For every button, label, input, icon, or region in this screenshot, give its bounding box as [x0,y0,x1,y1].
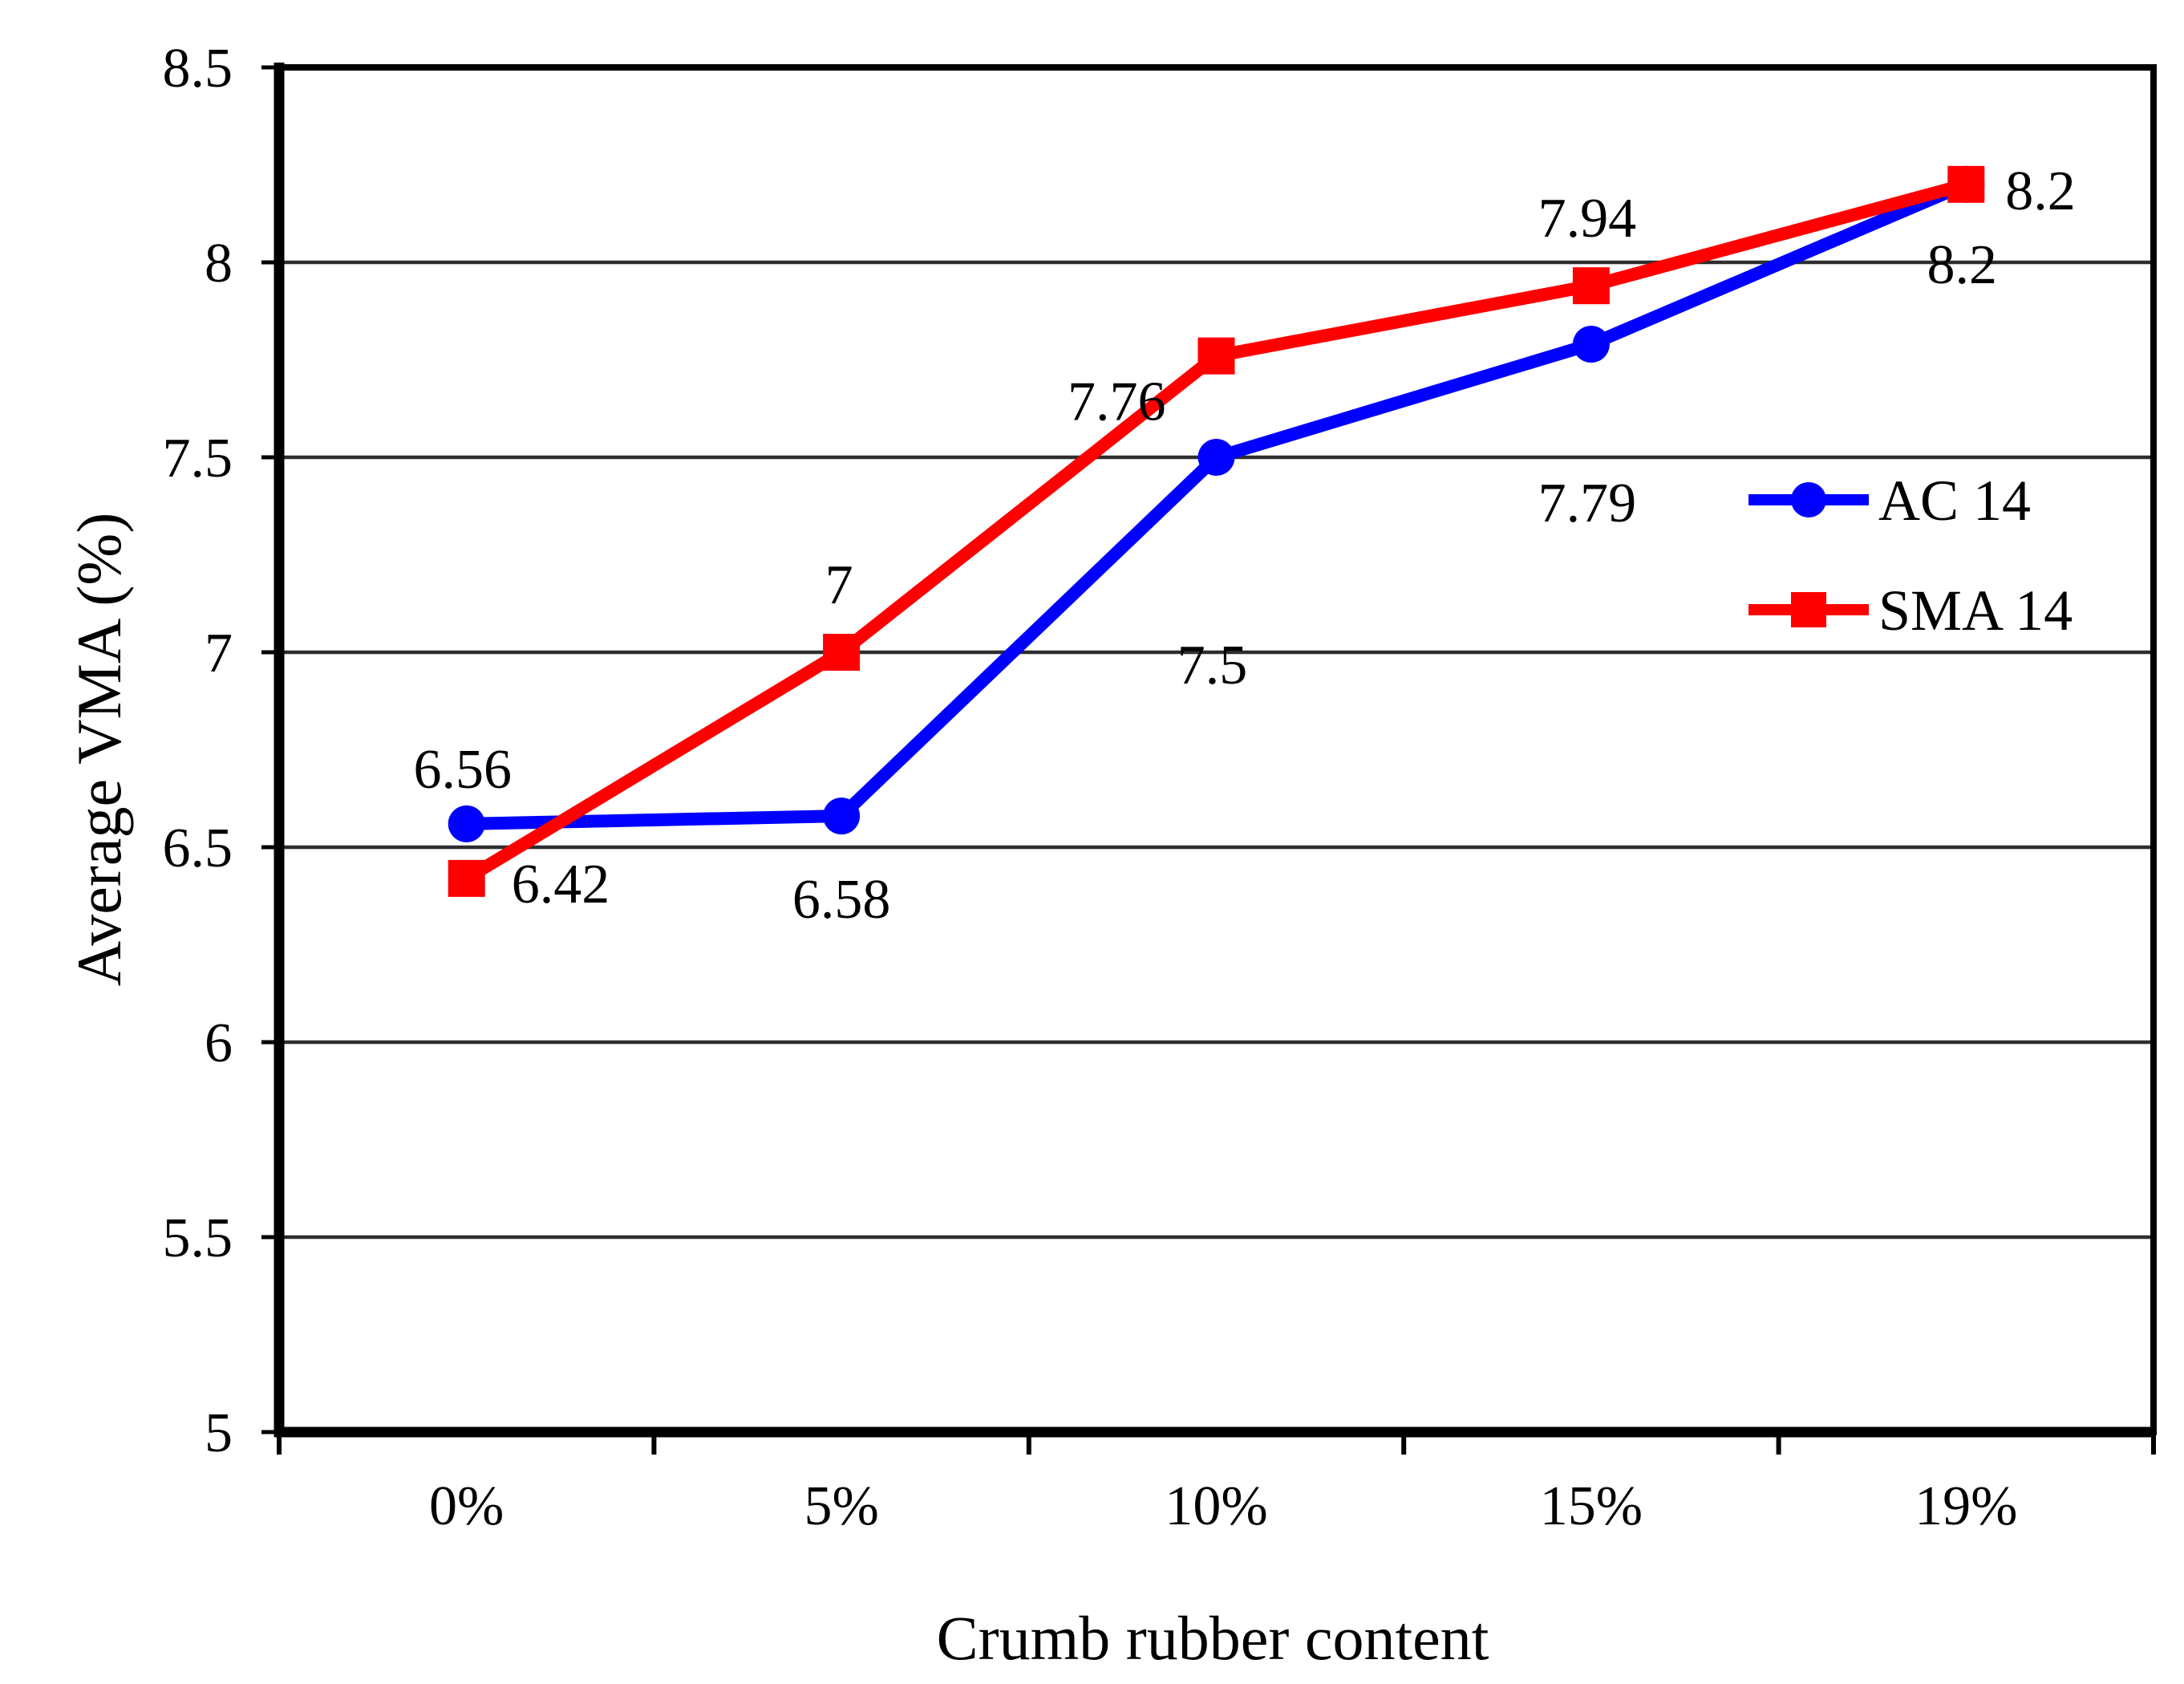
series-line-ac-14 [460,177,1973,830]
plot-border [274,63,2157,1438]
y-tick-label: 5.5 [163,1207,233,1269]
y-tick-label: 7.5 [163,428,233,489]
series-line-sma-14 [460,177,1973,885]
y-tick-label: 6 [205,1012,233,1074]
data-label: 7.79 [1538,473,1637,534]
data-label: 8.2 [2005,160,2076,222]
marker-square [448,859,485,897]
gridlines [279,260,2154,1240]
marker-circle [448,805,485,842]
legend-marker-square-sma14 [1791,592,1826,627]
legend: AC 14 SMA 14 [1748,469,2073,643]
x-tick-label: 10% [1165,1475,1267,1537]
data-label: 7.76 [1068,371,1166,433]
data-label: 8.2 [1927,234,1998,296]
marker-circle [823,797,861,835]
y-tick-label: 7 [205,623,233,684]
data-label: 7.94 [1538,188,1637,250]
marker-square [823,634,861,671]
y-tick-label: 8 [205,233,233,294]
legend-label-sma14: SMA 14 [1878,578,2073,643]
legend-marker-circle-ac14 [1791,482,1826,517]
axis-tick-labels: 8.587.576.565.550% 5% 10% 15% 19% [163,38,2018,1537]
marker-square [1197,337,1235,375]
data-label: 6.58 [792,869,891,931]
x-tick-label: 5% [804,1475,878,1537]
marker-circle [1197,439,1235,476]
x-tick-label: 0% [429,1475,504,1537]
y-tick-label: 6.5 [163,818,233,879]
x-tick-label: 15% [1540,1475,1643,1537]
axis-ticks [261,65,2156,1455]
data-label: 6.42 [512,854,610,915]
y-axis-title: Average VMA (%) [64,513,134,987]
y-tick-label: 8.5 [163,38,233,99]
marker-square [1947,165,1985,203]
data-label: 6.56 [413,739,512,801]
marker-circle [1572,326,1610,363]
data-series: 6.56 6.58 7.5 7.79 8.2 6.42 7 7.76 7.94 8.2 [413,160,2075,931]
plot-area-border [276,64,2157,1435]
legend-label-ac14: AC 14 [1878,469,2031,533]
x-tick-label: 19% [1915,1475,2017,1537]
marker-square [1572,267,1610,305]
data-label: 7 [825,554,853,616]
data-label: 7.5 [1177,635,1248,696]
y-tick-label: 5 [205,1402,233,1464]
x-axis-title: Crumb rubber content [937,1603,1489,1673]
